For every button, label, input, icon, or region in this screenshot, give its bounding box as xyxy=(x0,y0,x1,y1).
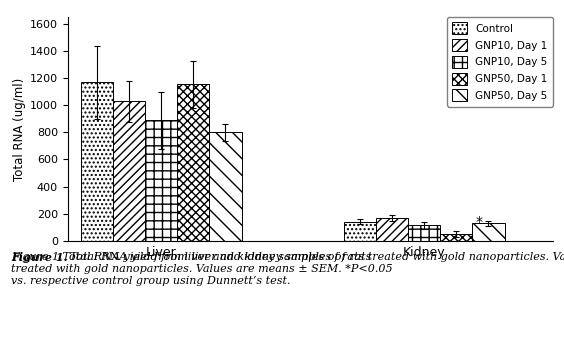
Bar xyxy=(81,82,113,241)
Text: Total RNA yield from liver and kidney samples of rats treated with gold nanopart: Total RNA yield from liver and kidney sa… xyxy=(59,252,564,262)
Y-axis label: Total RNA (ug/ml): Total RNA (ug/ml) xyxy=(12,77,26,181)
Bar xyxy=(177,84,209,241)
Text: Figure 1.  Total RNA yield from liver and kidney samples of rats
treated with go: Figure 1. Total RNA yield from liver and… xyxy=(11,252,393,286)
Text: *: * xyxy=(475,215,482,229)
Bar xyxy=(376,218,408,241)
Bar xyxy=(113,101,145,241)
Legend: Control, GNP10, Day 1, GNP10, Day 5, GNP50, Day 1, GNP50, Day 5: Control, GNP10, Day 1, GNP10, Day 5, GNP… xyxy=(447,17,553,107)
Bar xyxy=(344,222,376,241)
Bar xyxy=(145,120,177,241)
Bar xyxy=(209,132,241,241)
Text: Figure 1.: Figure 1. xyxy=(11,252,68,264)
Bar xyxy=(440,234,473,241)
Bar xyxy=(408,225,440,241)
Bar xyxy=(473,223,505,241)
